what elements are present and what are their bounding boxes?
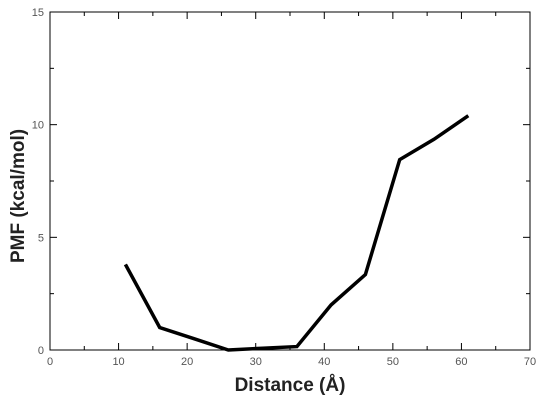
y-tick-label: 10: [32, 120, 44, 132]
y-tick-label: 5: [38, 232, 44, 244]
y-tick-label: 15: [32, 7, 44, 19]
x-tick-label: 0: [47, 356, 53, 368]
x-tick-label: 70: [524, 356, 536, 368]
y-axis-title: PMF (kcal/mol): [8, 129, 29, 263]
x-tick-label: 40: [318, 356, 330, 368]
x-tick-label: 10: [112, 356, 124, 368]
plot-area: 0 10 20 30 40 50 60 70 0 5 10 15: [32, 7, 536, 368]
x-tick-label: 30: [250, 356, 262, 368]
x-tick-label: 60: [455, 356, 467, 368]
x-tick-label: 20: [181, 356, 193, 368]
y-tick-label: 0: [38, 345, 44, 357]
x-axis-title: Distance (Å): [235, 375, 346, 396]
x-tick-label: 50: [387, 356, 399, 368]
pmf-series-line: [123, 114, 470, 352]
plot-frame: [49, 11, 531, 351]
